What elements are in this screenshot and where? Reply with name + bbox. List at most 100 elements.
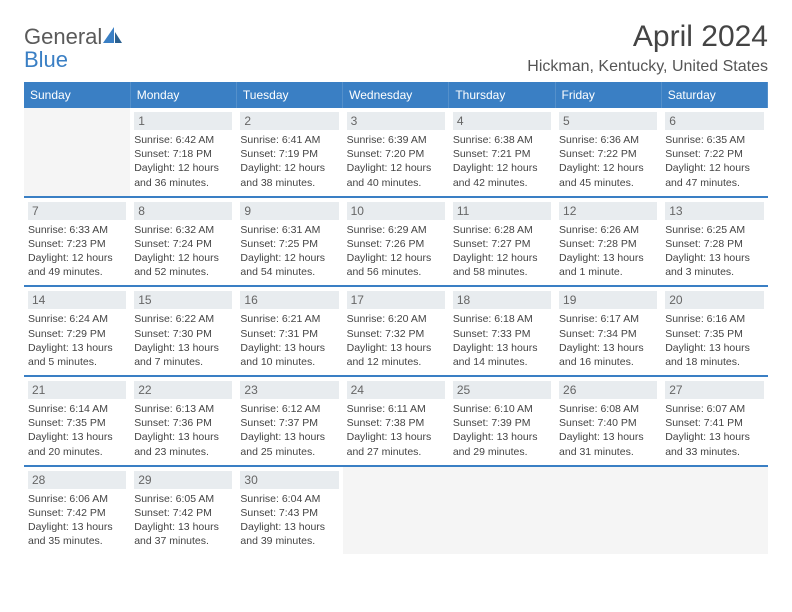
daylight-text: Daylight: 13 hours and 33 minutes. [665,430,763,458]
daylight-text: Daylight: 12 hours and 45 minutes. [559,161,657,189]
daylight-text: Daylight: 13 hours and 5 minutes. [28,341,126,369]
day-details: Sunrise: 6:36 AMSunset: 7:22 PMDaylight:… [559,133,657,190]
daylight-text: Daylight: 13 hours and 3 minutes. [665,251,763,279]
sunrise-text: Sunrise: 6:25 AM [665,223,763,237]
title-block: April 2024 Hickman, Kentucky, United Sta… [527,20,768,76]
calendar-week-row: 7Sunrise: 6:33 AMSunset: 7:23 PMDaylight… [24,197,768,287]
logo-word2: Blue [24,47,68,72]
day-number: 8 [134,202,232,220]
calendar-cell: 23Sunrise: 6:12 AMSunset: 7:37 PMDayligh… [236,376,342,466]
day-number: 4 [453,112,551,130]
sunset-text: Sunset: 7:22 PM [559,147,657,161]
day-details: Sunrise: 6:07 AMSunset: 7:41 PMDaylight:… [665,402,763,459]
day-number: 17 [347,291,445,309]
day-details: Sunrise: 6:25 AMSunset: 7:28 PMDaylight:… [665,223,763,280]
daylight-text: Daylight: 12 hours and 47 minutes. [665,161,763,189]
sunset-text: Sunset: 7:28 PM [665,237,763,251]
day-number: 30 [240,471,338,489]
daylight-text: Daylight: 13 hours and 39 minutes. [240,520,338,548]
day-number: 25 [453,381,551,399]
sunrise-text: Sunrise: 6:24 AM [28,312,126,326]
sunset-text: Sunset: 7:32 PM [347,327,445,341]
sunrise-text: Sunrise: 6:36 AM [559,133,657,147]
day-number: 23 [240,381,338,399]
day-number: 19 [559,291,657,309]
sunset-text: Sunset: 7:42 PM [134,506,232,520]
day-number: 1 [134,112,232,130]
day-details: Sunrise: 6:08 AMSunset: 7:40 PMDaylight:… [559,402,657,459]
sunrise-text: Sunrise: 6:07 AM [665,402,763,416]
daylight-text: Daylight: 13 hours and 18 minutes. [665,341,763,369]
calendar-cell: 8Sunrise: 6:32 AMSunset: 7:24 PMDaylight… [130,197,236,287]
sunrise-text: Sunrise: 6:31 AM [240,223,338,237]
weekday-header: Wednesday [343,82,449,108]
day-number: 20 [665,291,763,309]
sunset-text: Sunset: 7:35 PM [665,327,763,341]
calendar-cell: 30Sunrise: 6:04 AMSunset: 7:43 PMDayligh… [236,466,342,555]
weekday-header: Tuesday [236,82,342,108]
sunrise-text: Sunrise: 6:35 AM [665,133,763,147]
day-details: Sunrise: 6:20 AMSunset: 7:32 PMDaylight:… [347,312,445,369]
calendar-cell: 24Sunrise: 6:11 AMSunset: 7:38 PMDayligh… [343,376,449,466]
daylight-text: Daylight: 12 hours and 54 minutes. [240,251,338,279]
sunrise-text: Sunrise: 6:17 AM [559,312,657,326]
sunset-text: Sunset: 7:31 PM [240,327,338,341]
sunrise-text: Sunrise: 6:06 AM [28,492,126,506]
sunset-text: Sunset: 7:28 PM [559,237,657,251]
sunrise-text: Sunrise: 6:20 AM [347,312,445,326]
sunset-text: Sunset: 7:23 PM [28,237,126,251]
day-details: Sunrise: 6:42 AMSunset: 7:18 PMDaylight:… [134,133,232,190]
day-details: Sunrise: 6:22 AMSunset: 7:30 PMDaylight:… [134,312,232,369]
daylight-text: Daylight: 13 hours and 37 minutes. [134,520,232,548]
logo-word1: General [24,24,102,49]
day-details: Sunrise: 6:41 AMSunset: 7:19 PMDaylight:… [240,133,338,190]
day-details: Sunrise: 6:35 AMSunset: 7:22 PMDaylight:… [665,133,763,190]
weekday-header-row: Sunday Monday Tuesday Wednesday Thursday… [24,82,768,108]
sunrise-text: Sunrise: 6:11 AM [347,402,445,416]
daylight-text: Daylight: 13 hours and 1 minute. [559,251,657,279]
day-number: 22 [134,381,232,399]
sunset-text: Sunset: 7:22 PM [665,147,763,161]
calendar-cell: 14Sunrise: 6:24 AMSunset: 7:29 PMDayligh… [24,286,130,376]
daylight-text: Daylight: 13 hours and 27 minutes. [347,430,445,458]
daylight-text: Daylight: 12 hours and 38 minutes. [240,161,338,189]
calendar-cell: 12 Sunrise: 6:26 AMSunset: 7:28 PMDayligh… [555,197,661,287]
sunset-text: Sunset: 7:27 PM [453,237,551,251]
calendar-cell [343,466,449,555]
day-number: 6 [665,112,763,130]
day-details: Sunrise: 6:14 AMSunset: 7:35 PMDaylight:… [28,402,126,459]
day-details: Sunrise: 6:16 AMSunset: 7:35 PMDaylight:… [665,312,763,369]
day-details: Sunrise: 6:06 AMSunset: 7:42 PMDaylight:… [28,492,126,549]
sunset-text: Sunset: 7:43 PM [240,506,338,520]
weekday-header: Friday [555,82,661,108]
daylight-text: Daylight: 13 hours and 31 minutes. [559,430,657,458]
sunset-text: Sunset: 7:26 PM [347,237,445,251]
daylight-text: Daylight: 13 hours and 20 minutes. [28,430,126,458]
sunrise-text: Sunrise: 6:22 AM [134,312,232,326]
calendar-week-row: 14Sunrise: 6:24 AMSunset: 7:29 PMDayligh… [24,286,768,376]
calendar-cell: 10Sunrise: 6:29 AMSunset: 7:26 PMDayligh… [343,197,449,287]
day-number: 12 [559,202,657,220]
day-number: 9 [240,202,338,220]
sunrise-text: Sunrise: 6:13 AM [134,402,232,416]
calendar-table: Sunday Monday Tuesday Wednesday Thursday… [24,82,768,554]
daylight-text: Daylight: 12 hours and 58 minutes. [453,251,551,279]
sunset-text: Sunset: 7:18 PM [134,147,232,161]
day-details: Sunrise: 6:26 AMSunset: 7:28 PMDaylight:… [559,223,657,280]
day-details: Sunrise: 6:18 AMSunset: 7:33 PMDaylight:… [453,312,551,369]
calendar-cell: 27Sunrise: 6:07 AMSunset: 7:41 PMDayligh… [661,376,767,466]
sunset-text: Sunset: 7:24 PM [134,237,232,251]
day-details: Sunrise: 6:29 AMSunset: 7:26 PMDaylight:… [347,223,445,280]
day-details: Sunrise: 6:17 AMSunset: 7:34 PMDaylight:… [559,312,657,369]
sunset-text: Sunset: 7:21 PM [453,147,551,161]
day-number: 3 [347,112,445,130]
sunrise-text: Sunrise: 6:16 AM [665,312,763,326]
daylight-text: Daylight: 12 hours and 36 minutes. [134,161,232,189]
day-details: Sunrise: 6:31 AMSunset: 7:25 PMDaylight:… [240,223,338,280]
sunset-text: Sunset: 7:34 PM [559,327,657,341]
calendar-week-row: 28Sunrise: 6:06 AMSunset: 7:42 PMDayligh… [24,466,768,555]
sunrise-text: Sunrise: 6:12 AM [240,402,338,416]
month-title: April 2024 [527,20,768,54]
sunset-text: Sunset: 7:35 PM [28,416,126,430]
day-details: Sunrise: 6:21 AMSunset: 7:31 PMDaylight:… [240,312,338,369]
